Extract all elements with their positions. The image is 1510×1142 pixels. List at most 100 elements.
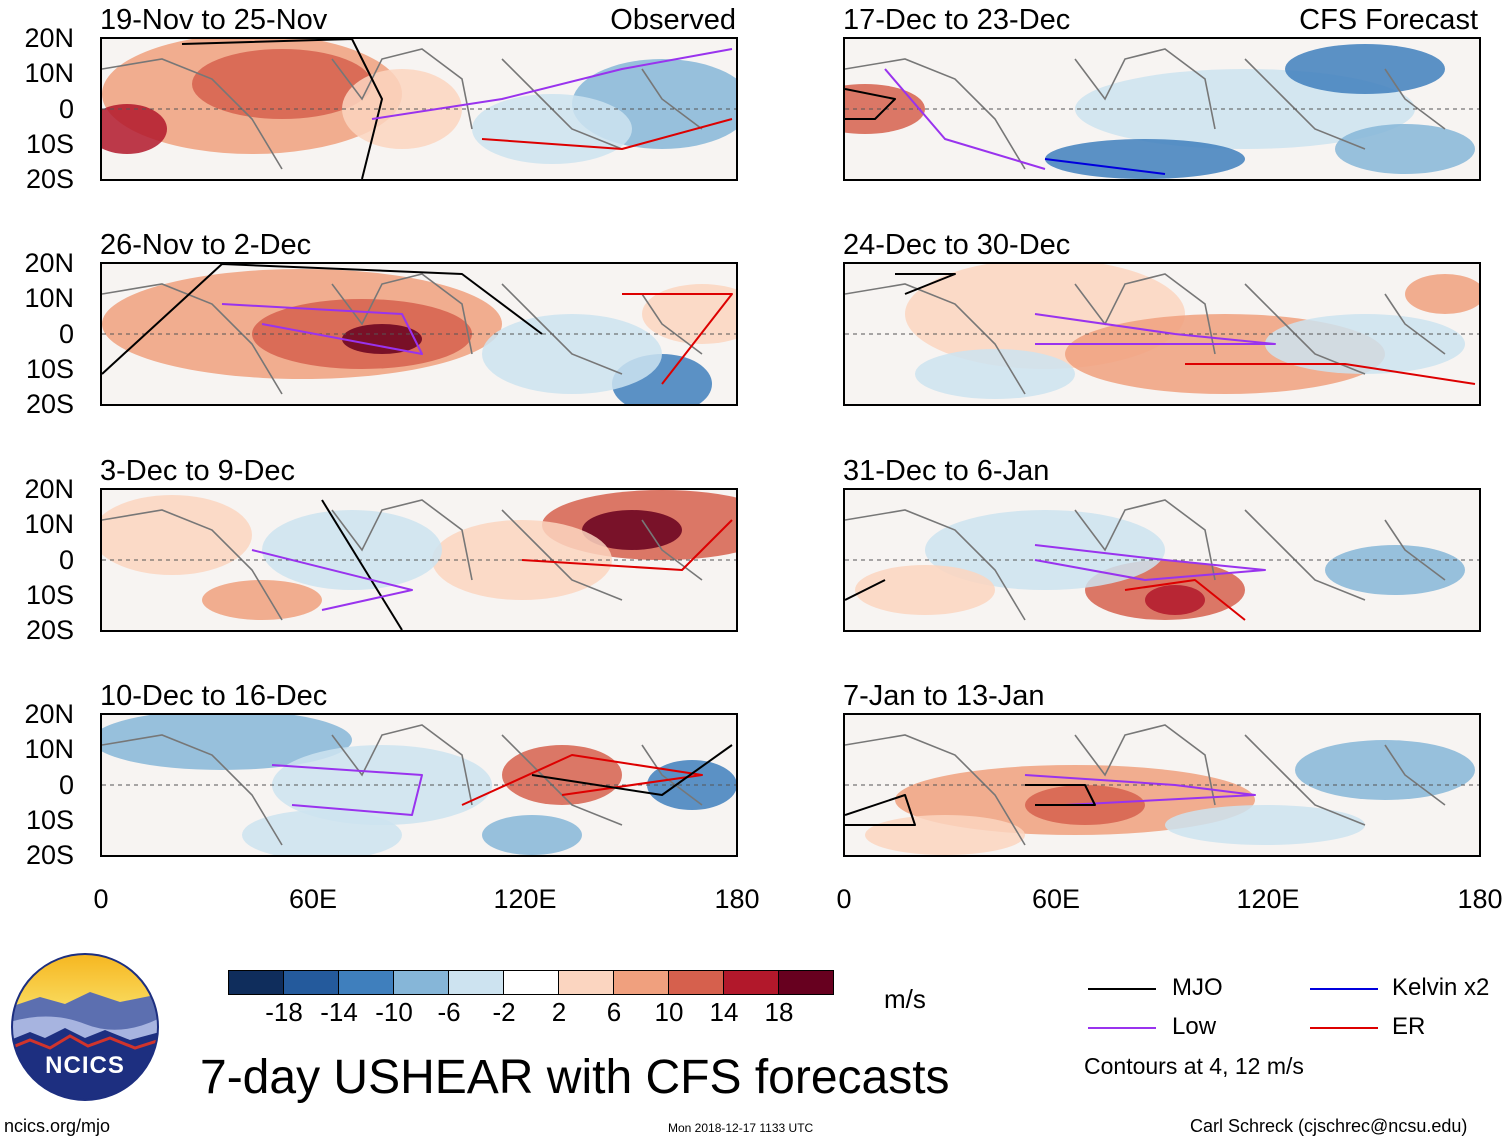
shear-anomaly-area [1405,274,1479,314]
colorbar-boxes [228,970,834,995]
shear-anomaly-area [1265,314,1465,374]
colorbar-label: 18 [764,997,794,1027]
shear-anomaly-area [1045,139,1245,179]
map-panel [843,262,1481,406]
legend-line-kelvin [1310,988,1378,990]
shear-anomaly-area [1165,805,1365,845]
lat-label: 0 [58,94,74,124]
legend-label-er: ER [1392,1013,1426,1040]
coastline [102,48,703,170]
shear-anomaly-area [915,349,1075,399]
shear-anomaly-area [102,715,352,770]
shear-field [102,715,736,855]
contour-line [271,764,423,816]
shear-anomaly-area [865,815,1025,855]
contour-line [1034,313,1276,345]
contour-line [884,68,1046,170]
colorbar-box [558,970,614,995]
shear-field [845,715,1479,855]
lon-label: 120E [1236,884,1300,914]
lat-label: 20S [25,389,74,419]
colorbar-label: -14 [320,997,358,1027]
contour-line [221,303,423,355]
contour-line [181,39,383,179]
contour-line [102,264,543,375]
panel-title: 24-Dec to 30-Dec [843,229,1071,261]
contour-line [251,549,413,611]
panel-title: 31-Dec to 6-Jan [843,455,1050,487]
map-panel [843,37,1481,181]
coastline [102,499,703,621]
shear-anomaly-area [342,324,422,354]
panel-title: 7-Jan to 13-Jan [843,680,1045,712]
legend-label-mjo: MJO [1172,974,1223,1001]
contour-line [481,118,733,150]
colorbar-box [338,970,394,995]
shear-anomaly-area [482,815,582,855]
lat-label: 10S [25,129,74,159]
colorbar-box [503,970,559,995]
lat-label: 20S [25,615,74,645]
map-panel [843,488,1481,632]
shear-anomaly-area [647,760,736,810]
contour-line [1124,579,1246,621]
shear-field [102,264,736,404]
legend-line-mjo [1088,988,1156,990]
contour-line [1034,544,1266,581]
footer-url: ncics.org/mjo [4,1116,111,1136]
colorbar-label: -18 [265,997,303,1027]
footer-timestamp: Mon 2018-12-17 1133 UTC [668,1121,814,1135]
map-panel [100,37,738,181]
coastline [845,48,1446,170]
colorbar-label: 10 [654,997,684,1027]
colorbar-box [778,970,834,995]
coastline [845,273,1446,395]
shear-anomaly-area [1295,740,1475,800]
colorbar-label: -10 [375,997,413,1027]
lat-label: 0 [58,319,74,349]
map-panel [100,262,738,406]
lon-label: 0 [93,884,109,914]
shear-anomaly-area [642,284,736,344]
shear-anomaly-area [1285,44,1445,94]
contour-line [845,579,886,601]
panel-title: 10-Dec to 16-Dec [100,680,328,712]
lat-label: 20S [25,164,74,194]
lat-label: 10N [24,283,74,313]
coastline [102,273,703,395]
shear-anomaly-area [192,49,372,119]
colorbar-box [613,970,669,995]
lat-label: 10N [24,734,74,764]
contour-line [1185,363,1476,385]
colorbar-label: 6 [606,997,622,1027]
coastline [102,724,703,846]
colorbar-box [283,970,339,995]
contour-line [371,48,733,120]
colorbar-units: m/s [884,984,926,1014]
lat-label: 10S [25,805,74,835]
shear-field [845,264,1479,404]
ncics-logo: NCICS [10,952,160,1102]
lat-label: 10N [24,58,74,88]
colorbar-box [393,970,449,995]
contour-line [1025,784,1096,806]
lon-label: 60E [288,884,338,914]
lon-label: 60E [1031,884,1081,914]
contour-line [1024,774,1256,806]
colorbar-label: 2 [551,997,567,1027]
panel-title: 3-Dec to 9-Dec [100,455,296,487]
shear-anomaly-area [925,510,1165,590]
shear-anomaly-area [102,495,252,575]
lat-label: 0 [58,545,74,575]
contour-line [1044,158,1166,175]
logo-text: NCICS [45,1052,125,1079]
lat-label: 10S [25,580,74,610]
contour-line [622,293,733,385]
colorbar-label: 14 [709,997,739,1027]
legend-line-er [1310,1027,1378,1029]
lat-label: 20N [24,474,74,504]
contour-line [531,744,733,796]
lat-label: 10S [25,354,74,384]
colorbar-label: -6 [437,997,461,1027]
contour-line [461,754,703,806]
